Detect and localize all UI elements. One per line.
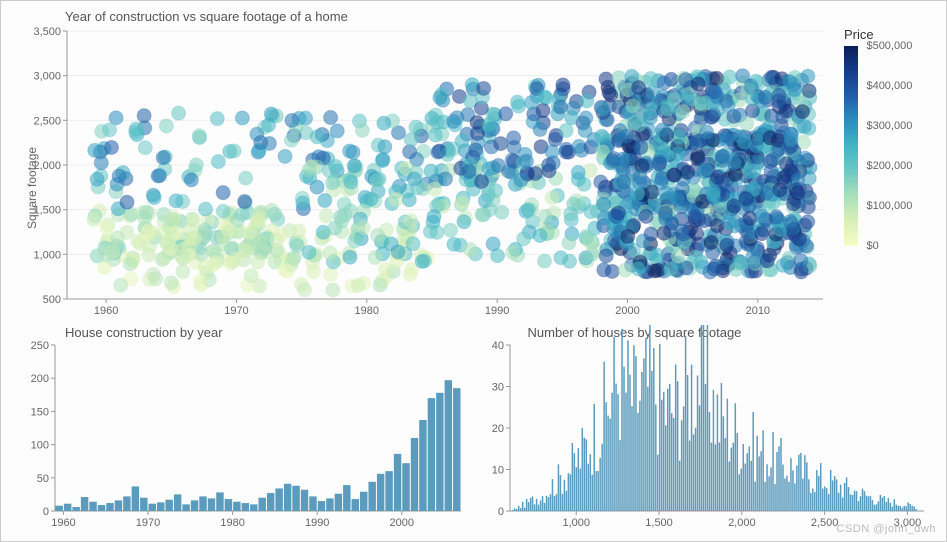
svg-text:500: 500: [43, 294, 61, 306]
svg-text:1960: 1960: [94, 305, 118, 317]
svg-text:10: 10: [491, 465, 503, 477]
svg-text:3,000: 3,000: [33, 71, 61, 83]
svg-text:1980: 1980: [220, 517, 244, 529]
scatter-chart: Year of construction vs square footage o…: [11, 9, 838, 321]
svg-text:40: 40: [491, 340, 503, 352]
svg-text:2,500: 2,500: [33, 115, 61, 127]
hist-year-chart: House construction by year 0501001502002…: [11, 325, 474, 531]
svg-text:100: 100: [31, 440, 49, 452]
svg-text:1,000: 1,000: [562, 517, 590, 529]
legend-gradient: [844, 46, 858, 246]
svg-text:3,500: 3,500: [33, 26, 61, 38]
svg-text:2,000: 2,000: [33, 160, 61, 172]
legend-tick: $400,000: [866, 80, 912, 92]
svg-text:1990: 1990: [305, 517, 329, 529]
svg-text:30: 30: [491, 382, 503, 394]
svg-text:1980: 1980: [355, 305, 379, 317]
legend-tick: $200,000: [866, 160, 912, 172]
legend-tick: $300,000: [866, 120, 912, 132]
svg-text:0: 0: [43, 506, 49, 518]
svg-text:1960: 1960: [51, 517, 75, 529]
svg-text:2,500: 2,500: [810, 517, 838, 529]
svg-text:20: 20: [491, 423, 503, 435]
legend-tick: $500,000: [866, 40, 912, 52]
svg-text:2,000: 2,000: [728, 517, 756, 529]
legend-tick: $100,000: [866, 200, 912, 212]
svg-text:250: 250: [31, 340, 49, 352]
svg-text:2010: 2010: [746, 305, 770, 317]
svg-text:1970: 1970: [136, 517, 160, 529]
hist-sqft-chart: Number of houses by square footage 01020…: [474, 325, 937, 531]
svg-text:1,500: 1,500: [33, 205, 61, 217]
svg-text:50: 50: [37, 473, 49, 485]
watermark: CSDN @john_dwh: [837, 523, 937, 535]
svg-text:2000: 2000: [615, 305, 639, 317]
dashboard-panel: Year of construction vs square footage o…: [0, 0, 947, 542]
svg-text:150: 150: [31, 406, 49, 418]
svg-text:1970: 1970: [224, 305, 248, 317]
svg-text:200: 200: [31, 373, 49, 385]
svg-text:1990: 1990: [485, 305, 509, 317]
color-legend: Price $0$100,000$200,000$300,000$400,000…: [838, 9, 936, 321]
svg-text:1,000: 1,000: [33, 249, 61, 261]
svg-text:2000: 2000: [390, 517, 414, 529]
legend-tick: $0: [866, 240, 878, 252]
svg-text:1,500: 1,500: [645, 517, 673, 529]
svg-text:0: 0: [497, 506, 503, 518]
